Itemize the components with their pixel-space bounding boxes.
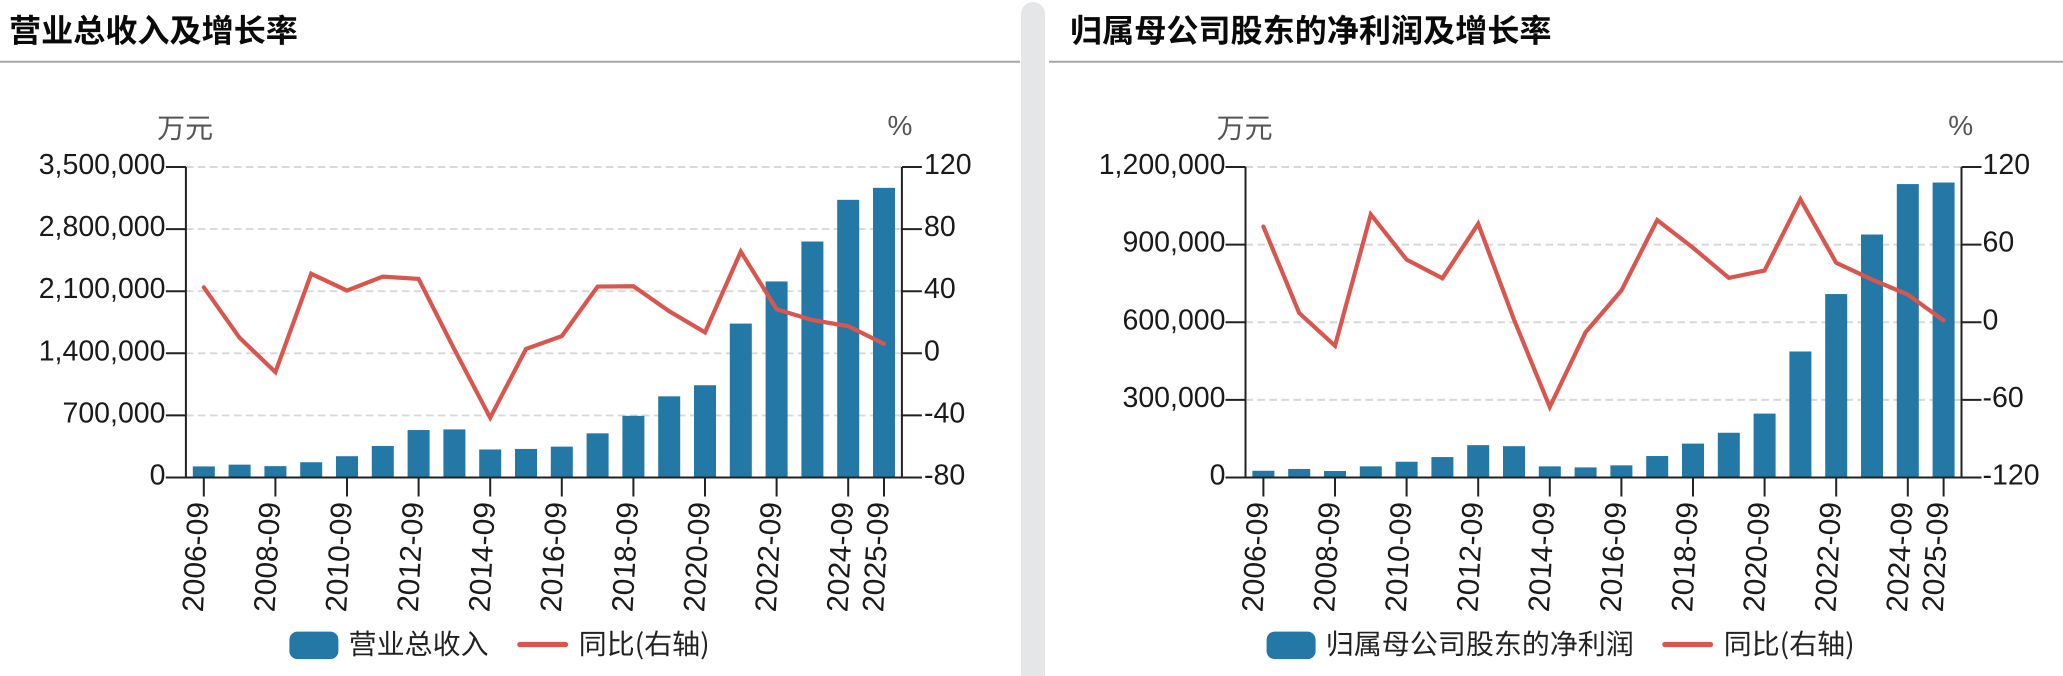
svg-text:-80: -80 [924,460,965,492]
svg-text:0: 0 [1210,460,1226,492]
svg-text:2006-09: 2006-09 [177,501,216,613]
svg-text:1,400,000: 1,400,000 [39,335,166,367]
svg-text:-60: -60 [1983,382,2024,414]
svg-text:2008-09: 2008-09 [249,501,288,613]
svg-text:-120: -120 [1983,460,2040,492]
svg-text:2006-09: 2006-09 [1237,501,1276,613]
svg-text:600,000: 600,000 [1122,304,1225,336]
svg-text:2020-09: 2020-09 [678,501,717,613]
svg-text:2010-09: 2010-09 [320,501,359,613]
svg-text:120: 120 [1983,149,2031,181]
svg-text:300,000: 300,000 [1122,382,1225,414]
svg-text:2020-09: 2020-09 [1738,501,1777,613]
svg-text:2018-09: 2018-09 [1666,501,1705,613]
svg-text:2016-09: 2016-09 [1595,501,1634,613]
svg-text:-40: -40 [924,397,965,429]
svg-text:2024-09: 2024-09 [821,501,860,613]
svg-text:700,000: 700,000 [62,397,165,429]
svg-text:2012-09: 2012-09 [1451,501,1490,613]
svg-text:2014-09: 2014-09 [1523,501,1562,613]
svg-text:2014-09: 2014-09 [463,501,502,613]
svg-text:2018-09: 2018-09 [607,501,646,613]
svg-text:60: 60 [1983,227,2015,259]
svg-text:900,000: 900,000 [1122,227,1225,259]
svg-text:0: 0 [1983,304,1999,336]
svg-text:2025-09: 2025-09 [857,501,896,613]
svg-text:2,100,000: 2,100,000 [39,273,166,305]
svg-text:2010-09: 2010-09 [1380,501,1419,613]
svg-text:40: 40 [924,273,956,305]
svg-text:2016-09: 2016-09 [535,501,574,613]
svg-text:2024-09: 2024-09 [1881,501,1920,613]
svg-text:2022-09: 2022-09 [1809,501,1848,613]
svg-text:0: 0 [150,460,166,492]
svg-text:2008-09: 2008-09 [1308,501,1347,613]
svg-text:2,800,000: 2,800,000 [39,211,166,243]
svg-text:80: 80 [924,211,956,243]
svg-text:120: 120 [924,149,972,181]
svg-text:1,200,000: 1,200,000 [1099,149,1226,181]
svg-text:3,500,000: 3,500,000 [39,149,166,181]
svg-text:0: 0 [924,335,940,367]
svg-text:2025-09: 2025-09 [1917,501,1956,613]
svg-text:2012-09: 2012-09 [392,501,431,613]
svg-text:%: % [888,110,913,141]
svg-text:%: % [1948,110,1973,141]
svg-text:2022-09: 2022-09 [750,501,789,613]
